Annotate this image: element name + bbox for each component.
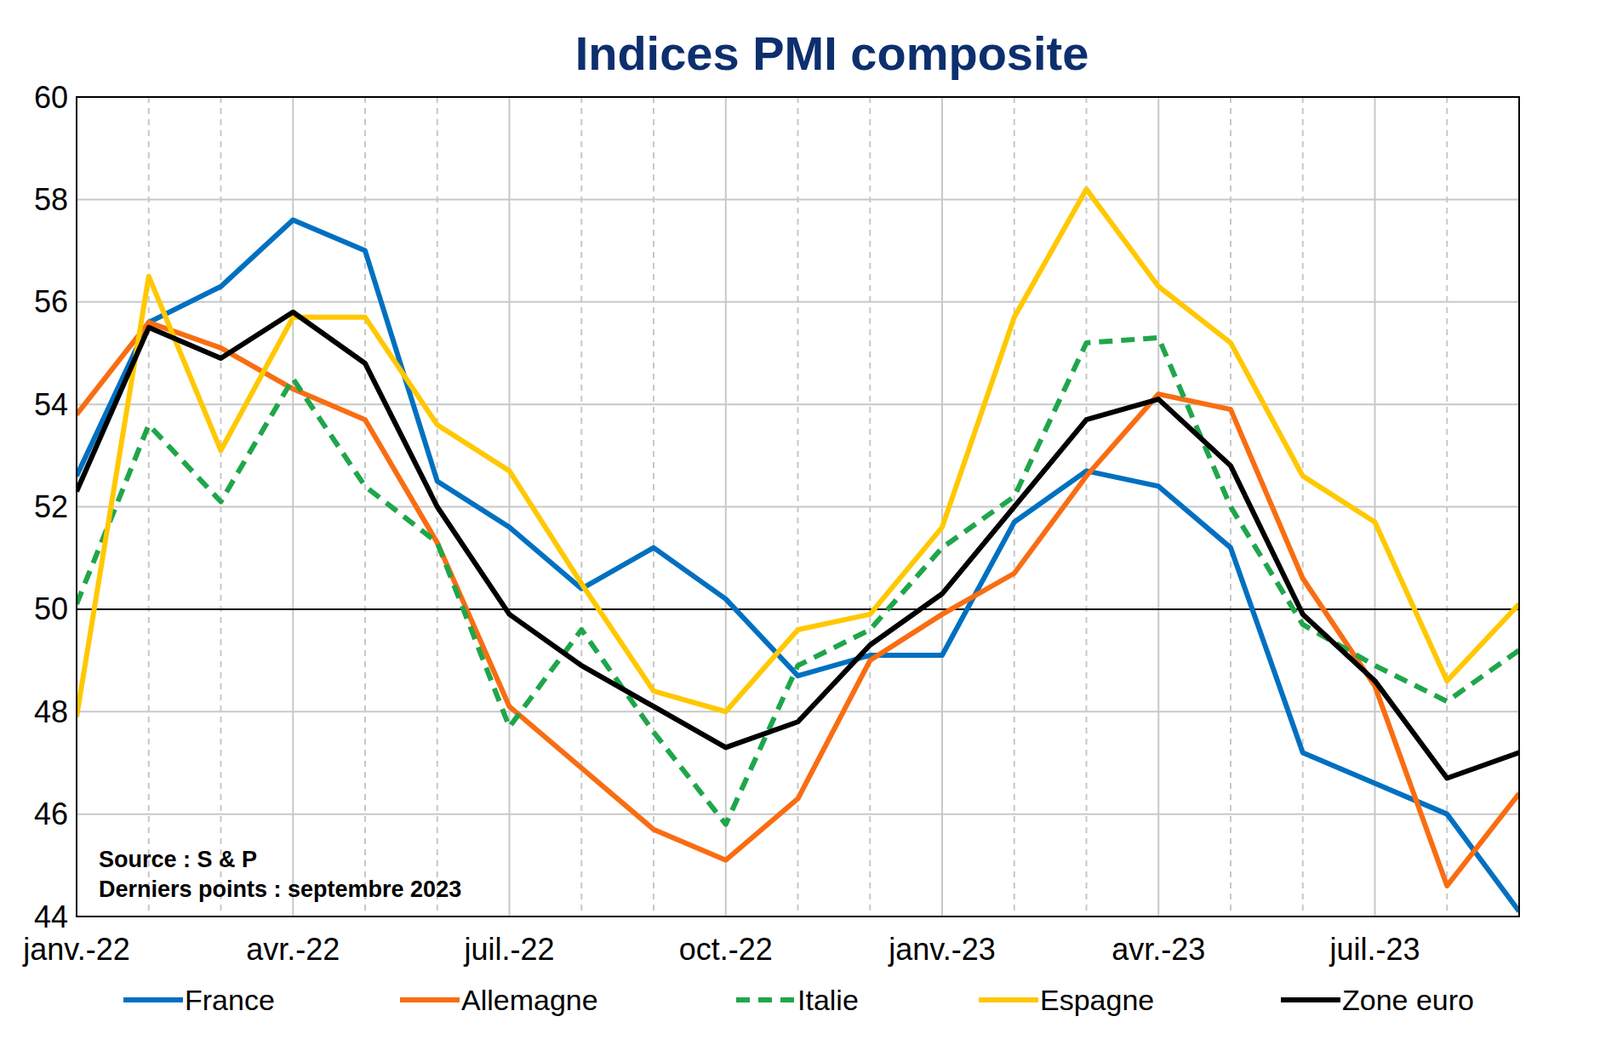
y-tick-label: 56 [34, 284, 69, 320]
y-tick-label: 50 [34, 591, 69, 627]
grid-line-x [1302, 97, 1304, 917]
grid-line-x [580, 97, 583, 917]
annotation: Derniers points : septembre 2023 [98, 876, 462, 903]
y-tick-label: 58 [34, 182, 69, 218]
legend-label: Italie [797, 983, 859, 1017]
lines [76, 188, 1520, 912]
legend-label: Espagne [1040, 983, 1155, 1017]
grid-line-x [508, 97, 511, 917]
grid-line-x [1085, 97, 1088, 917]
grid-line-x [941, 97, 943, 917]
x-tick-label: janv.-22 [22, 931, 130, 967]
grid-line-x [1374, 97, 1377, 917]
legend-label: Allemagne [461, 983, 599, 1017]
legend-swatch [978, 997, 1039, 1003]
y-tick-label: 60 [34, 80, 69, 115]
series-line [76, 219, 1520, 912]
grid-line-x [652, 97, 655, 917]
series-line [76, 312, 1520, 779]
series-line [76, 322, 1520, 886]
x-tick-label: avr.-23 [1111, 931, 1206, 967]
grid-line-x [725, 97, 727, 917]
x-tick-label: oct.-22 [679, 931, 773, 967]
y-tick-label: 54 [34, 387, 69, 423]
series-line [76, 337, 1520, 825]
legend-swatch [736, 997, 796, 1003]
grid-line-x [220, 97, 223, 917]
x-tick-label: juil.-22 [462, 931, 555, 967]
chart: 44 46 48 50 52 54 56 58 60 janv.-22 avr.-22 juil.-2… [0, 0, 1600, 1045]
title: Indices PMI composite [575, 26, 1090, 80]
grid [76, 97, 1520, 917]
legend-label: Zone euro [1342, 983, 1475, 1017]
y-tick-label: 52 [34, 489, 69, 525]
legend-label: France [184, 983, 275, 1017]
x-tick-label: janv.-23 [887, 931, 995, 967]
y-tick-label: 48 [34, 694, 69, 730]
plot-frame [76, 97, 1520, 917]
legend-swatch [123, 997, 183, 1003]
legend-swatch [400, 997, 460, 1003]
grid-line-x [1445, 97, 1448, 917]
x-tick-label: juil.-23 [1328, 931, 1420, 967]
series-line [76, 188, 1520, 717]
grid-line-x [868, 97, 871, 917]
grid-line-x [1157, 97, 1160, 917]
y-tick-label: 46 [34, 796, 69, 832]
annotation: Source : S & P [98, 846, 258, 873]
x-tick-label: avr.-22 [245, 931, 340, 967]
legend: France Allemagne Italie Espagne Zone euro [123, 983, 1475, 1017]
y-tick-label: 44 [34, 899, 69, 935]
legend-swatch [1280, 997, 1341, 1003]
grid-line-x [148, 97, 150, 917]
grid-line-x [364, 97, 366, 917]
